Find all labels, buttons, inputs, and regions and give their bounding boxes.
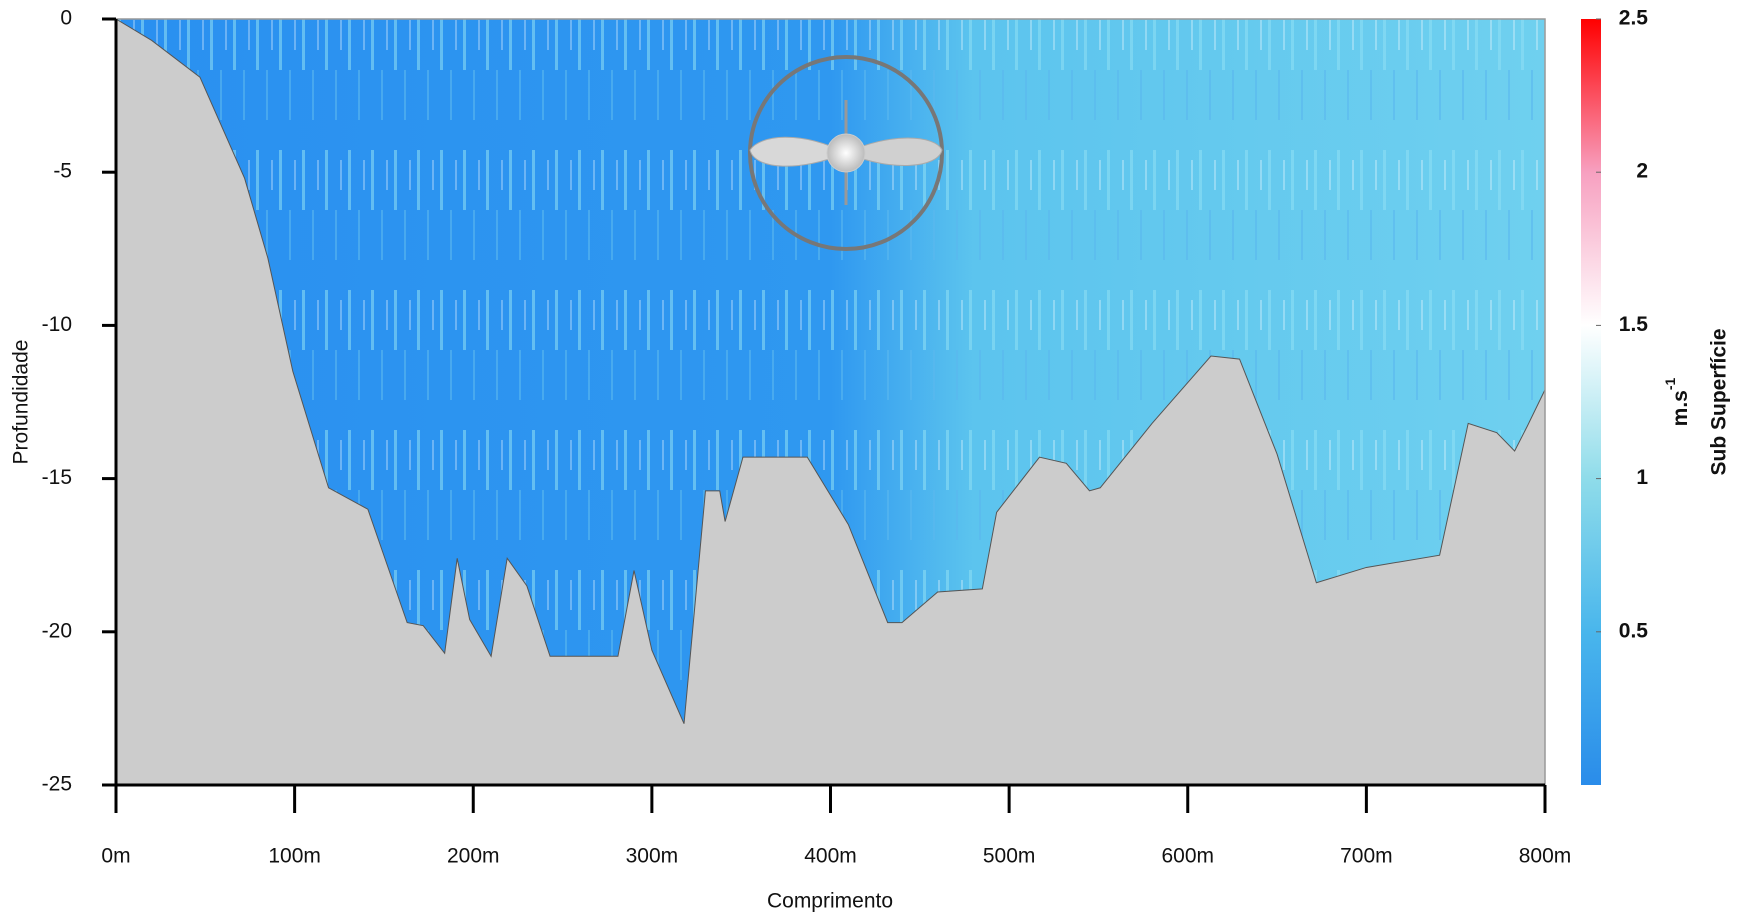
x-tick-label: 800m [1519, 845, 1572, 868]
colorbar-tick-label: 2 [1636, 160, 1648, 183]
colorbar-unit: m.s-1 [1662, 377, 1692, 426]
y-axis-label: Profundidade [10, 340, 33, 465]
x-tick-label: 0m [101, 845, 130, 868]
turbine-ring [748, 55, 944, 251]
seabed [115, 18, 1546, 786]
turbine-blade [844, 137, 943, 166]
turbine [748, 55, 944, 251]
colorbar-tick-label: 1 [1636, 466, 1648, 489]
colorbar [1581, 19, 1601, 785]
colorbar-tick-label: 2.5 [1619, 7, 1649, 30]
y-tick-label: -10 [42, 313, 72, 336]
colorbar-label: Sub Superfície [1708, 328, 1731, 475]
turbine-blade [749, 136, 848, 167]
turbine-hub [826, 133, 866, 173]
x-tick-label: 600m [1161, 845, 1214, 868]
x-tick-label: 300m [626, 845, 679, 868]
unit-base: m.s [1669, 390, 1692, 426]
y-tick-label: -15 [42, 466, 72, 489]
x-tick-label: 100m [268, 845, 321, 868]
y-tick-label: -5 [53, 160, 72, 183]
colorbar-tick-label: 1.5 [1619, 313, 1649, 336]
x-tick-label: 400m [804, 845, 857, 868]
y-tick-label: 0 [60, 7, 72, 30]
y-tick-label: -20 [42, 619, 72, 642]
y-tick-label: -25 [42, 773, 72, 796]
x-tick-label: 700m [1340, 845, 1393, 868]
x-tick-label: 200m [447, 845, 500, 868]
colorbar-tick-label: 0.5 [1619, 619, 1649, 642]
x-tick-label: 500m [983, 845, 1036, 868]
unit-exponent: -1 [1662, 377, 1678, 390]
x-axis-label: Comprimento [767, 890, 893, 913]
